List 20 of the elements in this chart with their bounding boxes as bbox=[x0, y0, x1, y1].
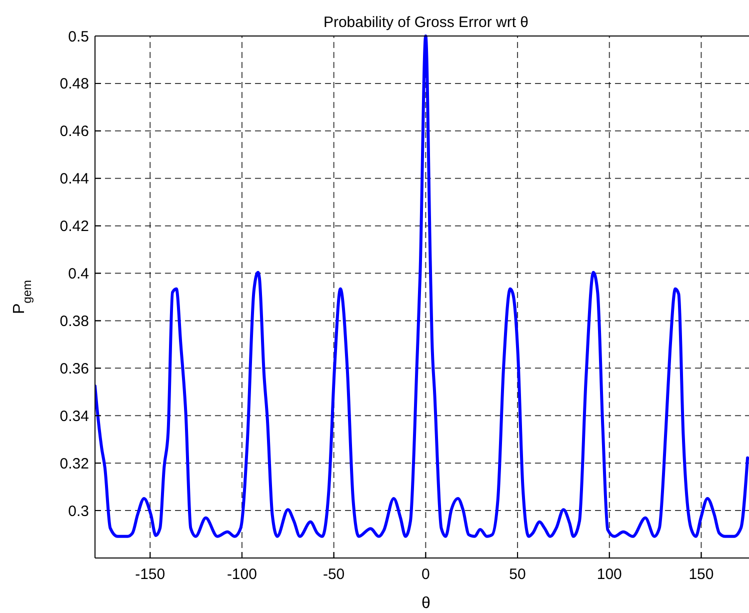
chart-title: Probability of Gross Error wrt θ bbox=[323, 14, 529, 31]
y-tick-label: 0.38 bbox=[60, 312, 89, 330]
y-tick-label: 0.32 bbox=[60, 455, 89, 472]
y-tick-label: 0.36 bbox=[60, 360, 89, 378]
x-axis-title: θ bbox=[422, 595, 431, 612]
x-tick-label: 0 bbox=[422, 566, 430, 583]
x-tick-label: -100 bbox=[226, 566, 257, 583]
y-tick-label: 0.46 bbox=[60, 123, 89, 140]
y-tick-label: 0.44 bbox=[60, 170, 89, 188]
x-tick-label: 100 bbox=[596, 566, 622, 583]
y-tick-label: 0.4 bbox=[68, 266, 89, 283]
y-tick-label: 0.3 bbox=[68, 502, 89, 520]
x-tick-label: 150 bbox=[688, 566, 714, 583]
x-tick-label: -50 bbox=[322, 566, 345, 583]
y-tick-label: 0.5 bbox=[68, 28, 89, 46]
x-tick-label: -150 bbox=[135, 566, 166, 583]
y-tick-label: 0.34 bbox=[60, 408, 89, 425]
y-tick-label: 0.48 bbox=[60, 76, 89, 93]
x-tick-label: 50 bbox=[509, 566, 526, 583]
y-tick-label: 0.42 bbox=[60, 218, 89, 236]
